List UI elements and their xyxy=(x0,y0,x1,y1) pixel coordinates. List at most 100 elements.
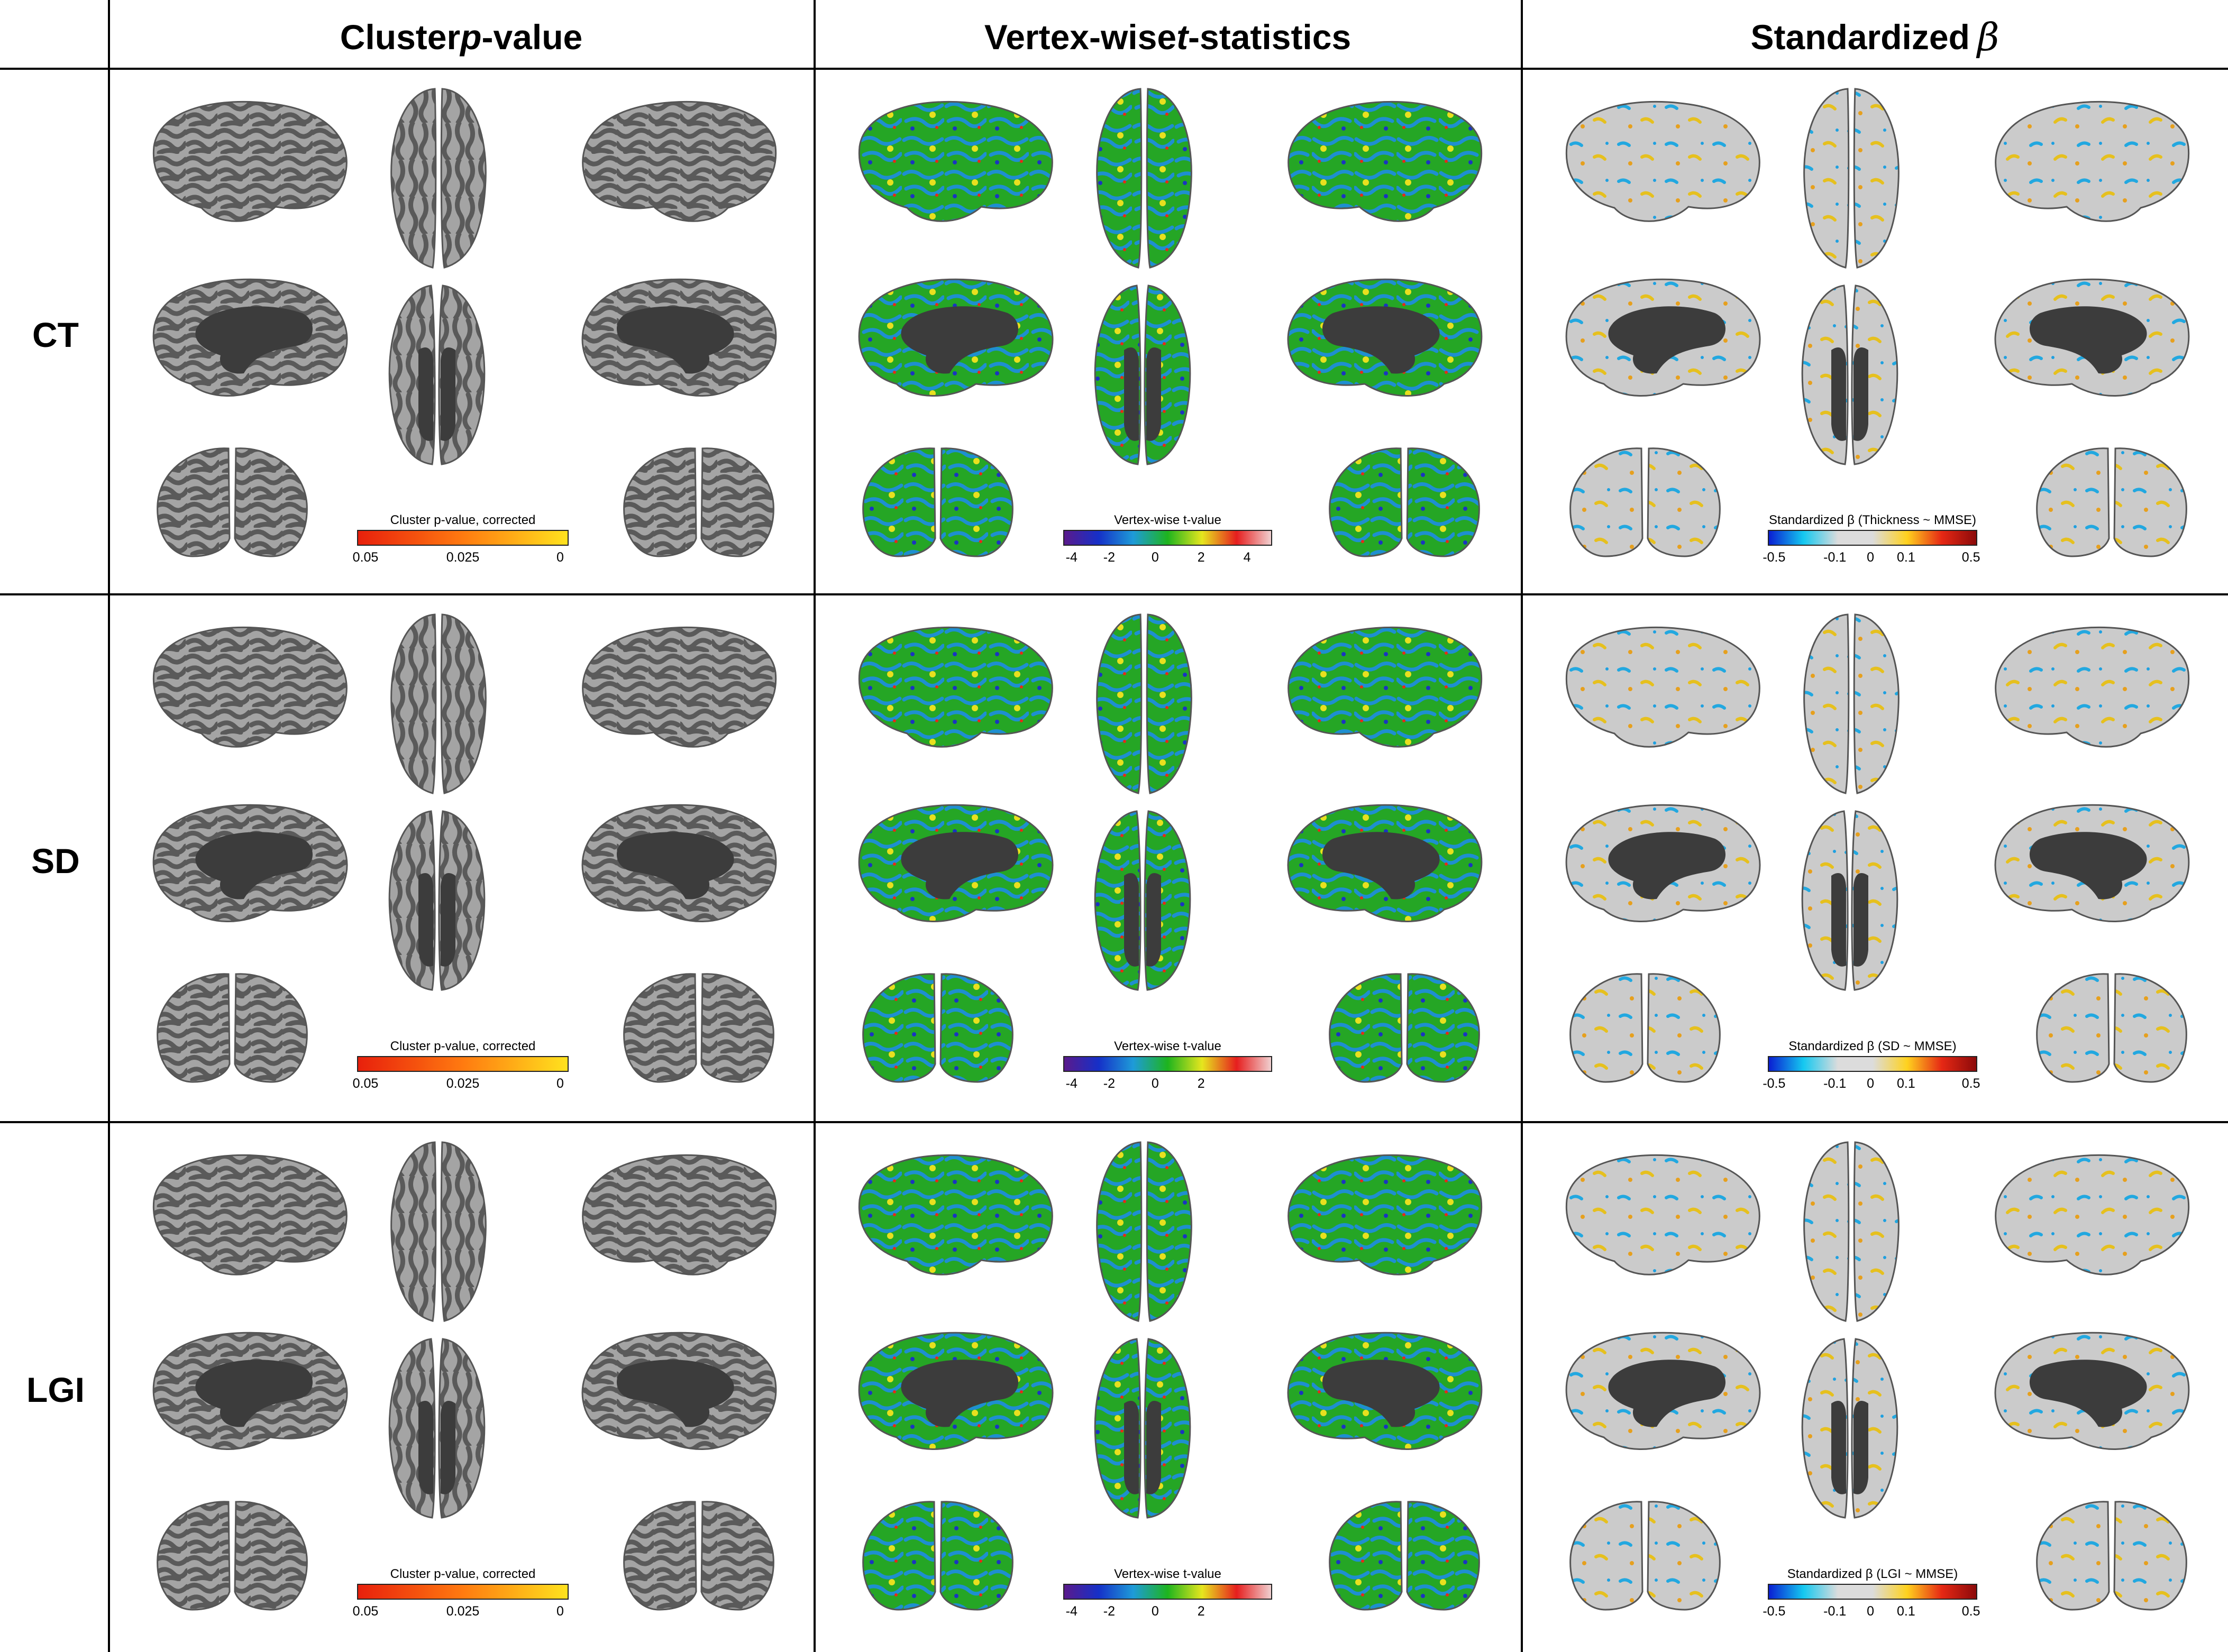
ventral-view xyxy=(1801,810,1898,991)
posterior-view xyxy=(862,973,1013,1083)
posterior-view xyxy=(157,1501,308,1611)
header-var: p xyxy=(460,17,482,57)
medial-view xyxy=(152,1332,348,1450)
ventral-view xyxy=(388,284,486,465)
colorbar-title: Cluster p-value, corrected xyxy=(390,1039,536,1053)
colorbar-tick: -0.1 xyxy=(1823,1604,1847,1619)
posterior-view xyxy=(1329,447,1480,557)
colorbar-tick: 0 xyxy=(1867,1076,1874,1091)
ventral-view xyxy=(1801,1338,1898,1519)
tstat-bar-colorbar: Vertex-wise t-value -4 -2 0 2 xyxy=(1063,1567,1272,1625)
column-header-cluster: Cluster p -value xyxy=(109,5,814,69)
colorbar-tick: 0.1 xyxy=(1896,1076,1915,1091)
ventral-view xyxy=(1094,810,1191,991)
beta-bar-colorbar: Standardized β (LGI ~ MMSE) -0.5 -0.1 0 0.1 0… xyxy=(1763,1567,1980,1625)
colorbar-tick: -4 xyxy=(1065,1604,1078,1619)
colorbar-tick: 0.1 xyxy=(1896,550,1915,565)
lateral-view xyxy=(858,627,1053,748)
lateral-view xyxy=(1995,101,2190,222)
medial-view xyxy=(1287,278,1483,397)
colorbar-gradient xyxy=(357,530,569,546)
colorbar-tick: 0 xyxy=(556,550,564,565)
colorbar-tick: 0 xyxy=(556,1076,564,1091)
medial-view xyxy=(1994,278,2190,397)
colorbar-gradient xyxy=(1768,1056,1977,1072)
posterior-view xyxy=(1329,1501,1480,1611)
ventral-view xyxy=(388,810,486,991)
medial-view xyxy=(1565,804,1761,922)
dorsal-view xyxy=(1096,613,1192,794)
column-header-tstat: Vertex-wise t -statistics xyxy=(815,5,1521,69)
colorbar-tick: 0.05 xyxy=(352,1076,379,1091)
colorbar-gradient xyxy=(1768,530,1977,546)
cluster-bar-colorbar: Cluster p-value, corrected 0.05 0.025 0 xyxy=(353,1039,569,1097)
colorbar-title: Vertex-wise t-value xyxy=(1114,513,1221,527)
medial-view xyxy=(152,804,348,922)
beta-bar-colorbar: Standardized β (SD ~ MMSE) -0.5 -0.1 0 0.1 0.… xyxy=(1763,1039,1980,1097)
row-label-lgi: LGI xyxy=(26,1370,85,1409)
cluster-bar-colorbar: Cluster p-value, corrected 0.05 0.025 0 xyxy=(353,513,569,571)
colorbar-tick: 0 xyxy=(1151,1604,1159,1619)
posterior-view xyxy=(623,447,774,557)
colorbar-tick: -4 xyxy=(1065,550,1078,565)
header-var: t xyxy=(1176,17,1189,57)
colorbar-tick: -0.5 xyxy=(1763,550,1786,565)
medial-view xyxy=(1994,1332,2190,1450)
lateral-view xyxy=(1288,1154,1483,1275)
posterior-view xyxy=(2036,1501,2187,1611)
colorbar-tick: -2 xyxy=(1103,1076,1116,1091)
dorsal-view xyxy=(390,613,487,794)
colorbar-tick: 0.025 xyxy=(446,550,480,565)
header-greek: β xyxy=(1977,15,1999,59)
colorbar-tick: -0.1 xyxy=(1823,550,1847,565)
lateral-view xyxy=(152,1154,348,1275)
posterior-view xyxy=(157,447,308,557)
lateral-view xyxy=(582,1154,777,1275)
lateral-view xyxy=(582,627,777,748)
medial-view xyxy=(1287,1332,1483,1450)
colorbar-tick: -2 xyxy=(1103,550,1116,565)
row-divider-1 xyxy=(0,593,2228,595)
ventral-view xyxy=(1094,284,1191,465)
medial-view xyxy=(152,278,348,397)
medial-view xyxy=(1287,804,1483,922)
tstat-bar-colorbar: Vertex-wise t-value -4 -2 0 2 xyxy=(1063,1039,1272,1097)
lateral-view xyxy=(1565,627,1760,748)
left-divider xyxy=(108,0,110,1652)
lateral-view xyxy=(1995,1154,2190,1275)
lateral-view xyxy=(1288,627,1483,748)
colorbar-tick: -0.5 xyxy=(1763,1604,1786,1619)
header-text: Vertex-wise xyxy=(984,17,1177,57)
posterior-view xyxy=(2036,447,2187,557)
posterior-view xyxy=(623,1501,774,1611)
dorsal-view xyxy=(390,1141,487,1322)
colorbar-tick: 0.5 xyxy=(1961,1076,1980,1091)
colorbar-gradient xyxy=(1063,1584,1272,1600)
beta-bar-colorbar: Standardized β (Thickness ~ MMSE) -0.5 -0.… xyxy=(1763,513,1980,571)
ventral-view xyxy=(1801,284,1898,465)
column-divider-2 xyxy=(1521,0,1523,1652)
dorsal-view xyxy=(1803,1141,1900,1322)
posterior-view xyxy=(1569,447,1721,557)
colorbar-gradient xyxy=(1768,1584,1977,1600)
colorbar-gradient xyxy=(1063,1056,1272,1072)
posterior-view xyxy=(1569,1501,1721,1611)
dorsal-view xyxy=(1803,613,1900,794)
lateral-view xyxy=(1565,101,1760,222)
lateral-view xyxy=(152,101,348,222)
posterior-view xyxy=(862,447,1013,557)
lateral-view xyxy=(582,101,777,222)
header-text: -value xyxy=(481,17,583,57)
header-text: Cluster xyxy=(340,17,461,57)
colorbar-title: Standardized β (LGI ~ MMSE) xyxy=(1787,1567,1958,1581)
posterior-view xyxy=(1569,973,1721,1083)
medial-view xyxy=(1565,1332,1761,1450)
lateral-view xyxy=(858,1154,1053,1275)
colorbar-tick: 0 xyxy=(1867,550,1874,565)
dorsal-view xyxy=(1803,88,1900,269)
lateral-view xyxy=(152,627,348,748)
medial-view xyxy=(1994,804,2190,922)
colorbar-tick: 2 xyxy=(1197,550,1205,565)
colorbar-tick: -4 xyxy=(1065,1076,1078,1091)
